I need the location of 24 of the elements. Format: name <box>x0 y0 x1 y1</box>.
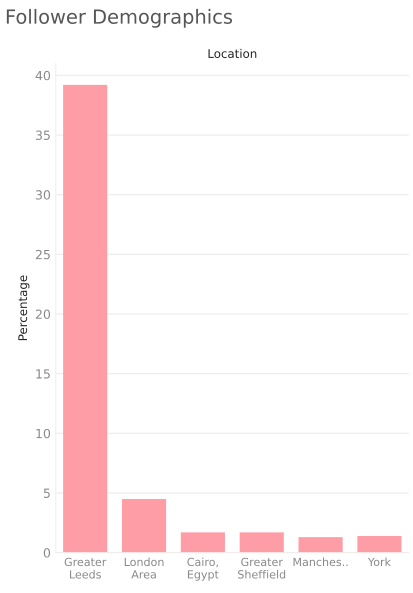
y-tick-label: 5 <box>44 488 50 498</box>
y-tick-label: 10 <box>36 428 50 438</box>
x-tick-label: Cairo, Egypt <box>187 558 219 581</box>
x-axis-title: Location <box>208 48 256 58</box>
y-axis-title: Percentage <box>18 275 30 340</box>
bar <box>63 84 108 553</box>
y-tick-label: 35 <box>36 130 50 140</box>
y-tick-label: 30 <box>36 190 50 200</box>
chart-title: Follower Demographics <box>6 8 232 28</box>
bar <box>122 498 166 553</box>
x-tick-label: Greater Sheffield <box>238 558 286 579</box>
y-tick-label: 0 <box>44 548 50 558</box>
y-tick-label: 25 <box>36 250 50 260</box>
x-tick-label: Greater Leeds <box>64 558 106 579</box>
x-tick-label: London Area <box>124 558 164 579</box>
y-tick-label: 15 <box>36 369 50 379</box>
x-tick-label: York <box>368 558 391 566</box>
bar <box>357 536 402 553</box>
bar <box>298 537 343 553</box>
x-tick-label: Manches.. <box>294 558 348 566</box>
y-tick-label: 20 <box>36 310 50 319</box>
bar <box>180 532 225 553</box>
y-tick-label: 40 <box>36 70 50 80</box>
bar <box>240 532 284 553</box>
